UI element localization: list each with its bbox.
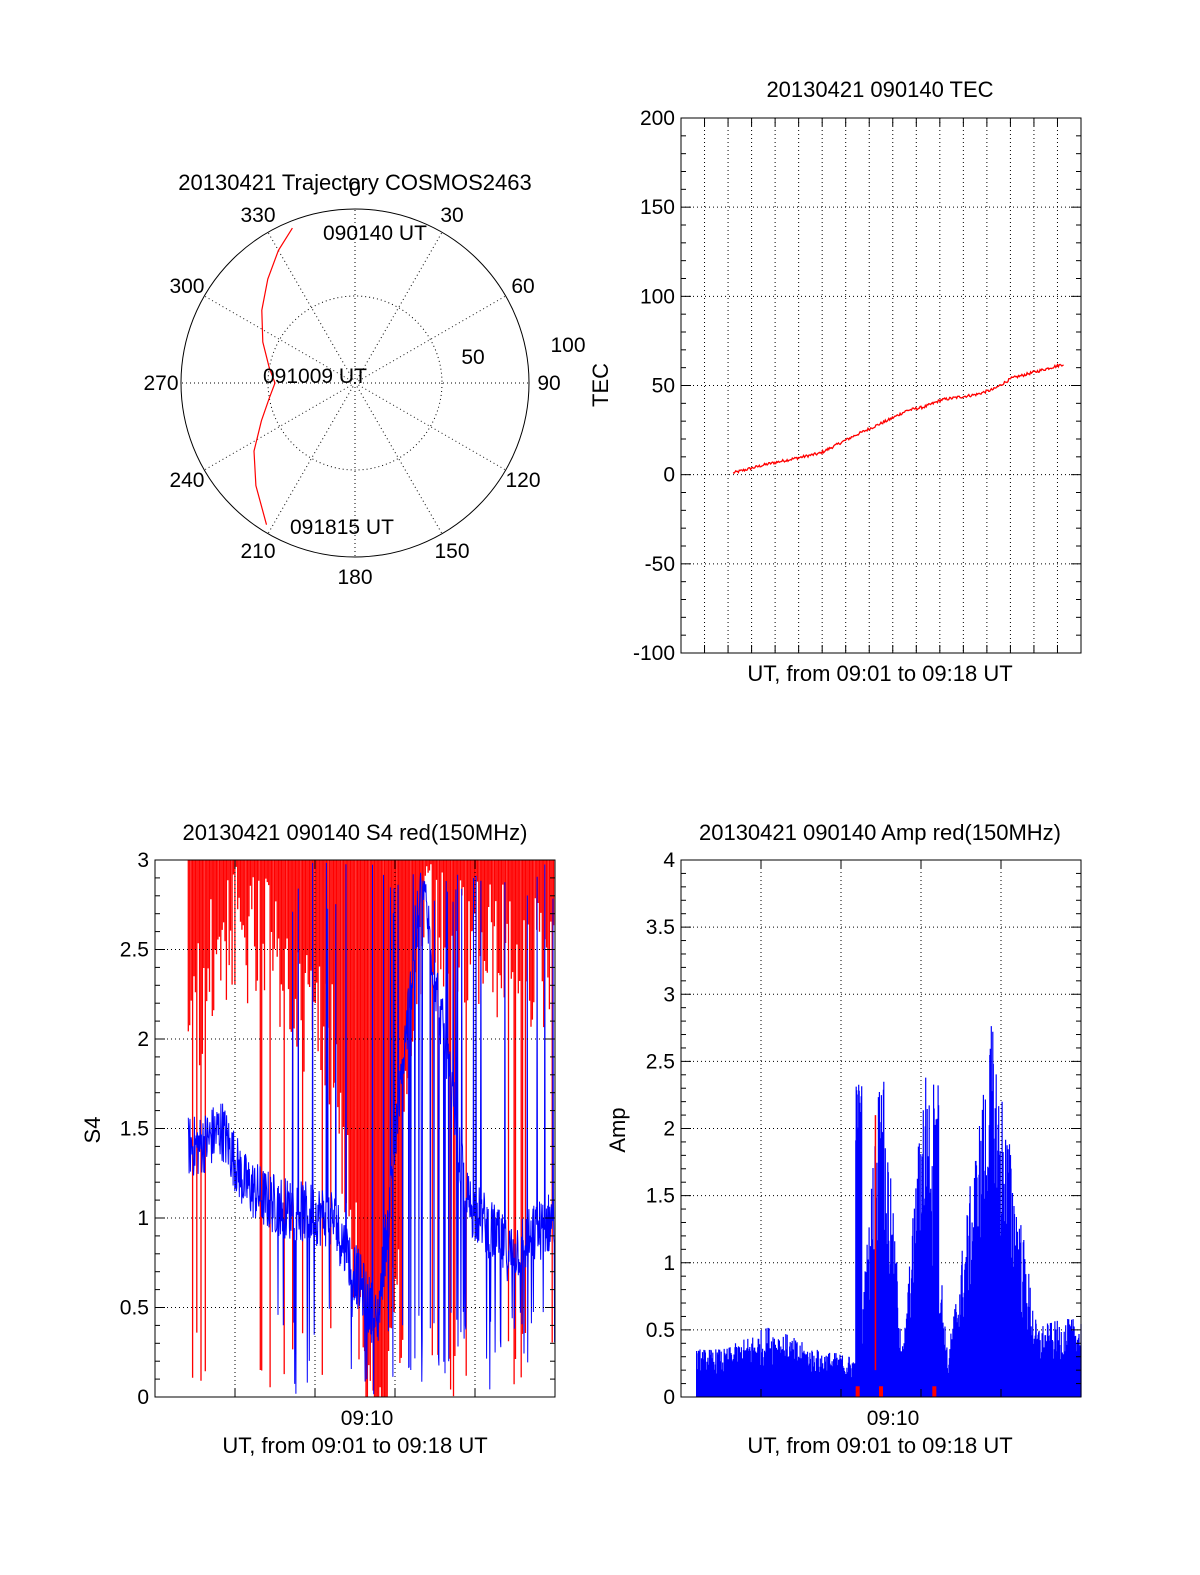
tec-plot-frame [680,117,1082,654]
tec-ytick-label: 150 [640,196,675,219]
tec-ytick-label: -100 [633,642,675,665]
amp-title: 20130421 090140 Amp red(150MHz) [699,820,1061,845]
polar-grid-spoke [267,382,356,534]
tec-ytick-label: -50 [645,553,675,576]
polar-grid-spoke [204,382,356,471]
tec-ytick-label: 200 [640,107,675,130]
polar-angle-label: 330 [240,204,275,227]
amp-y-tick-labels: 0 0.5 1 1.5 2 2.5 3 3.5 4 [646,849,676,1409]
polar-angle-label: 270 [143,372,178,395]
amp-ytick-label: 3.5 [646,916,675,939]
tec-grid [681,118,1081,653]
polar-grid-spoke [354,232,443,384]
tec-series-line [732,363,1064,475]
s4-title: 20130421 090140 S4 red(150MHz) [183,820,528,845]
s4-ytick-label: 1 [137,1207,149,1230]
polar-grid-spoke [267,232,356,384]
s4-ytick-label: 3 [137,849,149,872]
polar-annotation-end: 091815 UT [290,516,394,539]
tec-y-axis-label: TEC [588,363,613,407]
s4-x-axis-label: UT, from 09:01 to 09:18 UT [222,1433,487,1458]
s4-ytick-label: 2.5 [120,939,149,962]
s4-ytick-label: 0 [137,1386,149,1409]
amp-x-tick-label: 09:10 [867,1407,920,1430]
polar-radius-label-100: 100 [550,334,585,357]
amp-red-series [855,1115,937,1397]
amp-panel: 20130421 090140 Amp red(150MHz) 0 0.5 1 1.5… [605,820,1082,1458]
amp-ytick-label: 1.5 [646,1185,675,1208]
amp-ytick-label: 0 [663,1386,675,1409]
s4-grid [155,860,555,1397]
polar-outer-circle [180,208,530,558]
polar-angle-label: 0 [349,178,361,201]
s4-blue-line [187,862,556,1395]
s4-y-tick-labels: 0 0.5 1 1.5 2 2.5 3 [120,849,149,1409]
polar-angle-label: 300 [169,275,204,298]
polar-annotation-start: 090140 UT [323,222,427,245]
polar-angle-label: 90 [537,372,560,395]
tec-ytick-label: 50 [652,375,675,398]
polar-grid-spoke [354,295,506,384]
amp-ytick-label: 2 [663,1118,675,1141]
tec-y-tick-labels: -100 -50 0 50 100 150 200 [633,107,675,665]
tec-ytick-label: 0 [663,464,675,487]
polar-trajectory-track [253,227,293,525]
polar-grid [181,209,529,557]
polar-angle-label: 120 [505,469,540,492]
amp-blue-strokes [696,1026,1082,1397]
tec-x-axis-label: UT, from 09:01 to 09:18 UT [747,661,1012,686]
polar-angle-labels: 0 30 60 90 120 150 180 210 240 270 300 330 [143,178,560,589]
polar-angle-label: 150 [434,540,469,563]
tec-ytick-label: 100 [640,285,675,308]
amp-ytick-label: 0.5 [646,1319,675,1342]
amp-blue-series [696,1026,1082,1397]
polar-grid-ring-50 [267,295,443,471]
tec-panel: 20130421 090140 TEC -100-50050100150200 … [588,77,1082,686]
polar-angle-label: 60 [511,275,534,298]
polar-angle-label: 180 [337,566,372,589]
s4-plot-frame [154,859,556,1398]
polar-title: 20130421 Trajectory COSMOS2463 [178,170,531,195]
amp-y-axis-label: Amp [605,1107,630,1152]
amp-ytick-label: 4 [663,849,675,872]
polar-grid-spoke [354,382,506,471]
polar-radius-label-50: 50 [461,346,484,369]
amp-x-axis-label: UT, from 09:01 to 09:18 UT [747,1433,1012,1458]
amp-ytick-label: 3 [663,983,675,1006]
amp-ytick-label: 1 [663,1252,675,1275]
s4-ytick-label: 1.5 [120,1118,149,1141]
polar-annotation-mid: 091009 UT [263,365,367,388]
polar-angle-label: 240 [169,469,204,492]
s4-ytick-label: 2 [137,1028,149,1051]
s4-blue-series [187,862,556,1395]
polar-angle-label: 210 [240,540,275,563]
s4-panel: 20130421 090140 S4 red(150MHz) 0 0.5 1 1.5 2… [80,820,556,1458]
polar-panel: 20130421 Trajectory COSMOS2463 0 30 60 90 12… [143,170,585,589]
polar-angle-label: 30 [440,204,463,227]
polar-grid-spoke [204,295,356,384]
polar-grid-spoke [354,382,443,534]
s4-y-axis-label: S4 [80,1117,105,1144]
s4-ytick-label: 0.5 [120,1297,149,1320]
tec-title: 20130421 090140 TEC [766,77,993,102]
s4-x-tick-label: 09:10 [341,1407,394,1430]
amp-ytick-label: 2.5 [646,1050,675,1073]
amp-tick-marks [681,859,1081,1398]
amp-plot-frame [680,859,1082,1398]
